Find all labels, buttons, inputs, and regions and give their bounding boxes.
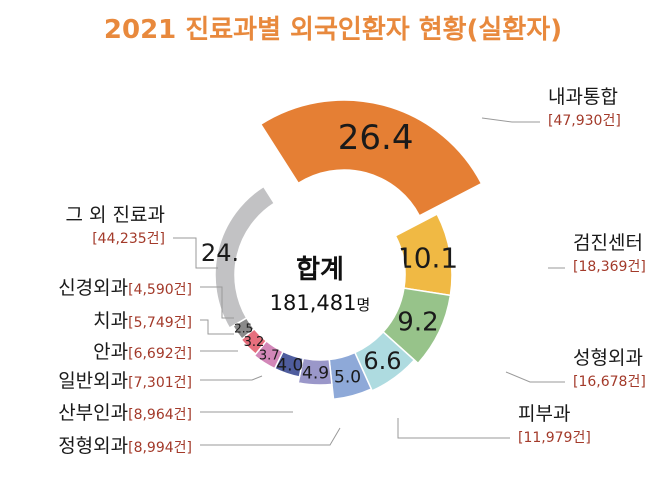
pie-slices <box>214 99 483 401</box>
leader-lines <box>173 117 565 446</box>
leader-line-5 <box>200 427 341 446</box>
center-total-line: 181,481명 <box>270 291 371 315</box>
count-label-5: [8,994건] <box>128 440 192 456</box>
center-unit: 명 <box>357 296 371 314</box>
category-name-10: 신경외과 <box>58 277 128 299</box>
count-label-11: [44,235건] <box>92 231 165 247</box>
count-label-8: [6,692건] <box>128 346 192 362</box>
value-label-5: 5.0 <box>334 367 361 387</box>
category-label-2: 검진센터 <box>573 232 643 254</box>
leader-line-11 <box>173 237 218 269</box>
category-name-6: 산부인과 <box>58 402 128 424</box>
slice-11 <box>214 185 276 330</box>
value-label-2: 10.1 <box>396 241 458 274</box>
leader-line-9 <box>200 319 234 335</box>
category-label-5: 정형외과[8,994건] <box>58 435 192 457</box>
category-name-7: 일반외과 <box>58 370 128 392</box>
category-label-7: 일반외과[7,301건] <box>58 370 192 392</box>
category-label-6: 산부인과[8,964건] <box>58 402 192 424</box>
category-label-11: 그 외 진료과 <box>66 204 165 226</box>
value-label-1: 26.4 <box>338 118 414 158</box>
category-label-9: 치과[5,749건] <box>93 310 192 332</box>
value-label-9: 3.2 <box>244 335 265 350</box>
count-label-9: [5,749건] <box>128 315 192 331</box>
category-label-10: 신경외과[4,590건] <box>58 277 192 299</box>
center-total: 181,481 <box>270 291 357 315</box>
value-labels: 26.410.19.26.65.04.94.03.73.22.524.4 <box>201 118 458 387</box>
leader-line-1 <box>481 117 540 123</box>
category-name-8: 안과 <box>93 341 128 363</box>
value-label-7: 4.0 <box>276 356 303 376</box>
leader-line-10 <box>200 286 234 319</box>
slice-1 <box>259 99 483 217</box>
category-label-8: 안과[6,692건] <box>93 341 192 363</box>
count-label-1: [47,930건] <box>548 113 621 129</box>
center-label: 합계 <box>296 255 344 285</box>
leader-line-3 <box>505 371 565 383</box>
value-label-4: 6.6 <box>363 347 401 375</box>
category-name-5: 정형외과 <box>58 435 128 457</box>
leader-line-4 <box>397 418 510 439</box>
leader-line-7 <box>200 375 263 381</box>
value-label-10: 2.5 <box>234 321 253 335</box>
count-label-4: [11,979건] <box>518 430 591 446</box>
category-name-9: 치과 <box>93 310 128 332</box>
count-label-6: [8,964건] <box>128 407 192 423</box>
count-label-10: [4,590건] <box>128 282 192 298</box>
category-label-4: 피부과 <box>518 403 570 425</box>
center-hole <box>235 190 405 360</box>
count-label-7: [7,301건] <box>128 375 192 391</box>
value-label-8: 3.7 <box>259 348 280 363</box>
category-labels: 내과통합 [47,930건] 검진센터 [18,369건] 성형외과 [16,678건]피… <box>58 86 646 457</box>
value-label-6: 4.9 <box>302 363 329 383</box>
chart-title: 2021 진료과별 외국인환자 현황(실환자) <box>104 15 562 45</box>
count-label-2: [18,369건] <box>573 259 646 275</box>
category-label-1: 내과통합 <box>548 86 618 108</box>
count-label-3: [16,678건] <box>573 374 646 390</box>
category-label-3: 성형외과 <box>573 347 643 369</box>
value-label-3: 9.2 <box>397 308 438 338</box>
